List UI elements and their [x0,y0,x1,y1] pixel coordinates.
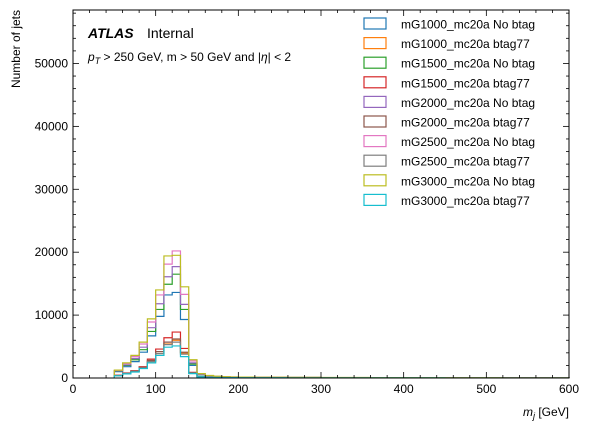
legend-label-1: mG1000_mc20a btag77 [401,37,530,51]
series-line-9 [113,345,570,379]
legend-label-6: mG2500_mc20a No btag [401,135,535,149]
y-tick-label: 50000 [35,56,69,70]
legend-label-2: mG1500_mc20a No btag [401,57,535,71]
legend-label-7: mG2500_mc20a btag77 [401,155,530,169]
series-line-8 [113,254,570,379]
series-line-6 [113,250,570,379]
y-axis-label: Number of jets [9,10,23,88]
legend-swatch-2 [363,56,387,69]
legend-swatch-1 [363,36,387,50]
x-tick-label: 600 [559,382,579,396]
legend-swatch-4 [363,95,387,109]
series-line-2 [113,273,570,379]
series-line-4 [113,266,570,379]
legend-label-0: mG1000_mc20a No btag [401,18,535,32]
legend-label-4: mG2000_mc20a No btag [401,96,535,110]
cuts-label: pT > 250 GeV, m > 50 GeV and |η| < 2 [87,50,291,66]
atlas-label: ATLAS [87,25,134,41]
legend-label-5: mG2000_mc20a btag77 [401,116,530,130]
series-line-5 [113,338,570,379]
legend-label-3: mG1500_mc20a btag77 [401,76,530,90]
legend-swatch-0 [363,17,387,30]
y-tick-label: 20000 [35,245,69,259]
x-axis-label: mj [GeV] [523,405,569,421]
legend-swatch-7 [363,154,387,167]
label-layer: 0 100 200 300 400 500 600 0 10000 20000 30000 40000… [9,10,579,421]
x-tick-label: 200 [228,382,248,396]
series-line-1 [113,339,570,379]
legend: mG1000_mc20a No btag mG1000_mc20a btag77 m… [363,17,535,208]
legend-swatch-8 [363,174,387,187]
legend-swatch-6 [363,135,387,148]
x-tick-label: 0 [70,382,77,396]
legend-label-8: mG3000_mc20a No btag [401,174,535,188]
y-tick-label: 30000 [35,182,69,196]
series-line-7 [113,341,570,379]
legend-swatch-5 [363,115,387,128]
status-label: Internal [147,25,194,41]
legend-label-9: mG3000_mc20a btag77 [401,194,530,208]
y-tick-label: 0 [61,371,68,385]
series-line-3 [113,331,570,379]
x-tick-label: 500 [476,382,496,396]
y-tick-label: 40000 [35,119,69,133]
x-tick-label: 100 [146,382,166,396]
legend-swatch-3 [363,76,387,89]
axes-layer [72,9,570,379]
x-tick-label: 300 [311,382,331,396]
legend-swatch-9 [363,193,387,206]
x-tick-label: 400 [394,382,414,396]
y-tick-label: 10000 [35,308,69,322]
series-line-0 [113,291,570,379]
series-layer [113,250,570,379]
